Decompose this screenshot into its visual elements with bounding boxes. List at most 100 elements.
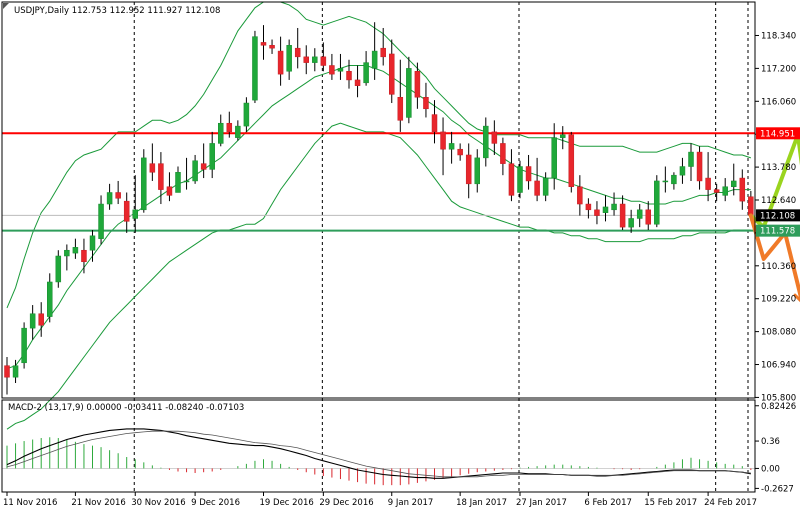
candle: [132, 175, 138, 233]
candle: [12, 359, 19, 383]
candle-body: [542, 177, 549, 196]
candle-body: [252, 36, 258, 101]
candle-body: [141, 157, 147, 211]
candle: [448, 131, 455, 164]
price-tick-label: 116.060: [761, 97, 796, 107]
candle: [166, 172, 173, 202]
candle: [72, 238, 79, 259]
candle-body: [38, 313, 44, 326]
candle-body: [337, 68, 344, 72]
candle: [141, 149, 147, 213]
candle: [286, 39, 292, 80]
candle: [252, 30, 258, 104]
candle: [269, 39, 275, 54]
candle-body: [457, 148, 463, 156]
candle: [731, 163, 737, 196]
candle: [491, 120, 498, 155]
candle-body: [81, 249, 87, 263]
level-price-tag: [756, 224, 800, 237]
candle: [406, 56, 412, 124]
candle-body: [636, 209, 643, 219]
candle: [192, 154, 198, 184]
candle: [705, 152, 711, 202]
candle-body: [679, 166, 686, 176]
candle-body: [713, 189, 720, 193]
candle: [29, 305, 36, 340]
main-header: USDJPY,Daily 112.753 112.952 111.927 112…: [14, 6, 220, 16]
price-tick-label: 118.340: [761, 31, 796, 41]
candle: [183, 157, 190, 190]
candle-body: [329, 65, 335, 75]
candle-body: [431, 114, 438, 133]
candle-body: [106, 192, 113, 205]
candle-body: [568, 134, 575, 187]
candle-body: [748, 196, 754, 216]
candlesticks: [4, 22, 754, 395]
candle: [713, 183, 720, 202]
bollinger-upper-line: [6, 1, 752, 309]
candle-body: [731, 180, 737, 187]
candle-body: [645, 209, 651, 225]
bollinger-lower-line: [6, 122, 751, 430]
candle: [209, 131, 215, 179]
date-tick-label: 27 Jan 2017: [516, 498, 567, 508]
candle: [200, 143, 207, 179]
candle-body: [474, 157, 480, 185]
candle: [329, 53, 335, 80]
candle-body: [440, 131, 446, 150]
projection-path: [748, 213, 800, 302]
price-tick-label: 110.360: [761, 262, 796, 272]
candle: [602, 195, 609, 222]
date-tick-label: 18 Jan 2017: [456, 498, 507, 508]
candle: [4, 357, 10, 395]
candle: [55, 250, 62, 288]
candle: [662, 166, 669, 193]
candle: [414, 62, 421, 109]
candle: [560, 126, 566, 150]
candle-body: [551, 137, 557, 179]
candle: [542, 172, 549, 202]
candle-body: [218, 122, 224, 144]
candle: [149, 143, 156, 181]
candle: [21, 322, 27, 369]
candle: [585, 198, 592, 219]
candle-body: [611, 203, 617, 211]
candle: [619, 195, 626, 231]
candle-body: [166, 186, 173, 196]
level-price-label: 112.108: [760, 211, 795, 221]
candle-body: [132, 209, 138, 219]
candle-body: [722, 186, 728, 196]
candle: [81, 238, 87, 274]
candle-body: [594, 209, 600, 216]
candle-body: [585, 203, 592, 211]
candle-body: [269, 45, 275, 49]
candle-body: [397, 96, 404, 121]
candle-body: [705, 177, 711, 190]
candle: [517, 160, 523, 199]
date-tick-label: 6 Feb 2017: [584, 498, 632, 508]
candle: [389, 39, 395, 104]
candle-body: [448, 143, 455, 150]
candle: [457, 143, 463, 161]
date-tick-label: 11 Nov 2016: [3, 498, 57, 508]
candle: [106, 183, 113, 210]
candle-body: [149, 163, 156, 173]
level-price-tag: [756, 209, 800, 222]
macd-panel-content: [2, 428, 755, 486]
candle-body: [123, 200, 130, 222]
date-tick-label: 29 Dec 2016: [319, 498, 373, 508]
candle-body: [688, 151, 694, 167]
candle-body: [72, 247, 79, 254]
candle: [465, 143, 472, 199]
candle-body: [98, 203, 104, 239]
candle-body: [64, 249, 70, 257]
candle-body: [260, 42, 267, 46]
candle: [243, 97, 250, 132]
candle: [722, 178, 728, 202]
candle-body: [55, 255, 62, 283]
candle-body: [602, 206, 609, 213]
candle: [235, 120, 241, 141]
candle: [534, 157, 540, 202]
chart-shift-marker: [3, 3, 9, 9]
